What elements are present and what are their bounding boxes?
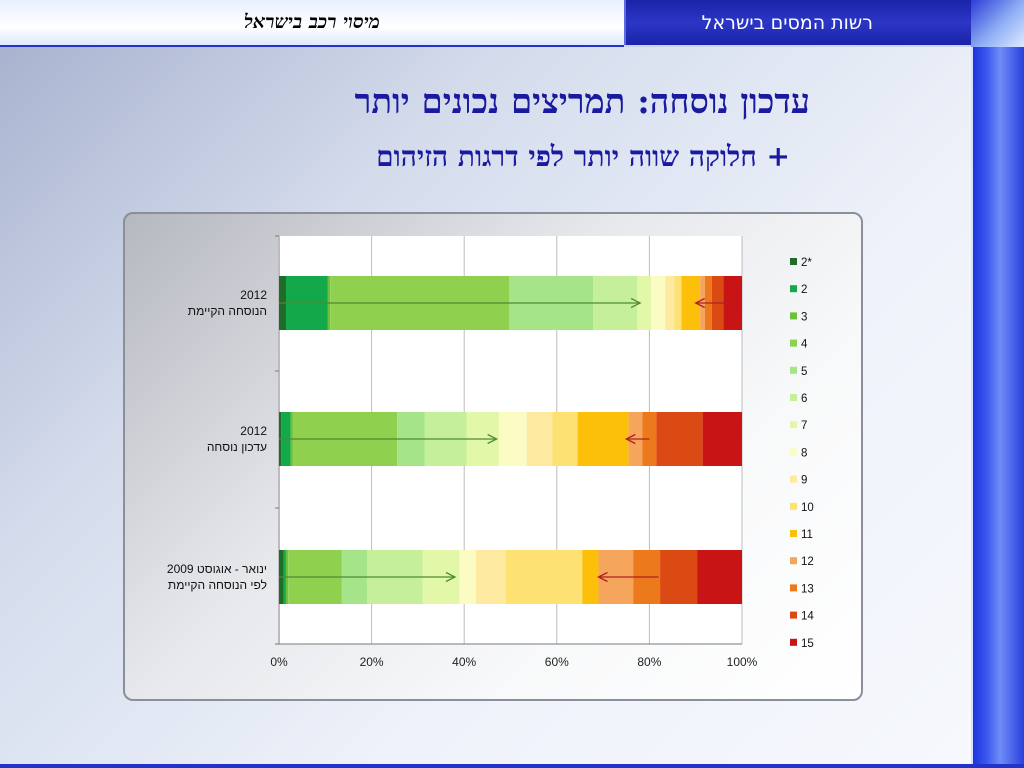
category-label: ינואר - אוגוסט 2009 [167,562,267,576]
legend-label: 14 [801,611,814,623]
trend-arrow-head [487,433,499,445]
trend-arrow-head [694,297,705,309]
legend-swatch [790,421,797,429]
bar-segment [552,412,578,466]
x-tick-label: 40% [452,655,476,669]
legend-label: 7 [801,420,807,432]
x-tick-label: 20% [360,655,384,669]
legend-label: 11 [801,529,813,541]
organization-title: רשות המסים בישראל [701,11,873,34]
category-label: 2012 [240,288,267,302]
legend-swatch [790,638,797,646]
category-label: לפי הנוסחה הקיימת [168,578,267,592]
legend-label: 9 [801,475,807,487]
legend-label: 13 [801,583,814,595]
legend-label: 4 [801,339,808,351]
legend-label: 6 [801,393,807,405]
slide-subtitle: + חלוקה שווה יותר לפי דרגות הזיהום [376,140,790,173]
legend-swatch [790,584,797,592]
legend-label: 12 [801,556,814,568]
legend-swatch [790,366,797,374]
category-label: הנוסחה הקיימת [188,304,267,318]
bar-segment [526,412,553,466]
trend-arrow-head [624,433,636,445]
bar-segment [577,412,629,466]
x-tick-label: 0% [270,655,288,669]
bar-segment [674,276,682,330]
legend-label: 3 [801,311,807,323]
legend-swatch [790,530,797,537]
bar-segment [665,276,675,330]
legend-swatch [790,285,797,293]
x-tick-label: 60% [545,655,569,669]
bar-segment [681,276,701,330]
legend-label: 8 [801,447,807,459]
legend-swatch [790,502,797,510]
bar-segment [660,550,698,604]
legend-swatch [790,448,797,456]
trend-arrow-head [630,297,642,309]
legend-swatch [790,312,797,320]
trend-arrow-head [445,571,457,583]
bar-segment [582,550,599,604]
legend-swatch [790,611,797,619]
bar-segment [475,550,506,604]
legend-swatch [790,475,797,483]
bar-segment [656,412,703,466]
legend-label: 2* [801,257,812,269]
legend-swatch [790,394,797,401]
bottom-decoration-bar [0,764,1024,768]
side-decoration-bar [971,47,1024,768]
x-tick-label: 100% [727,655,758,669]
category-label: עדכון נוסחה [207,440,267,454]
bar-segment [505,550,583,604]
bar-segment [697,550,742,604]
header-right-banner: רשות המסים בישראל [624,0,971,45]
header-left-banner: מיסוי רכב בישראל [0,0,624,47]
legend-swatch [790,339,797,347]
bar-segment [723,276,742,330]
legend-label: 2 [801,284,807,296]
slide-title: עדכון נוסחה: תמריצים נכונים יותר [354,82,810,122]
x-tick-label: 80% [637,655,661,669]
legend-swatch [790,557,797,565]
bar-segment [637,276,652,330]
bar-segment [702,412,742,466]
category-label: 2012 [240,424,267,438]
corner-decoration [971,0,1024,47]
bar-segment [459,550,476,604]
legend-label: 5 [801,366,807,378]
legend-label: 15 [801,638,814,650]
side-decoration-stripe [971,47,973,768]
slide-header-title: מיסוי רכב בישראל [244,11,380,33]
trend-arrow-head [597,571,608,583]
legend-swatch [790,258,797,265]
bar-segment [651,276,666,330]
legend-label: 10 [801,502,814,514]
bar-segment [498,412,527,466]
